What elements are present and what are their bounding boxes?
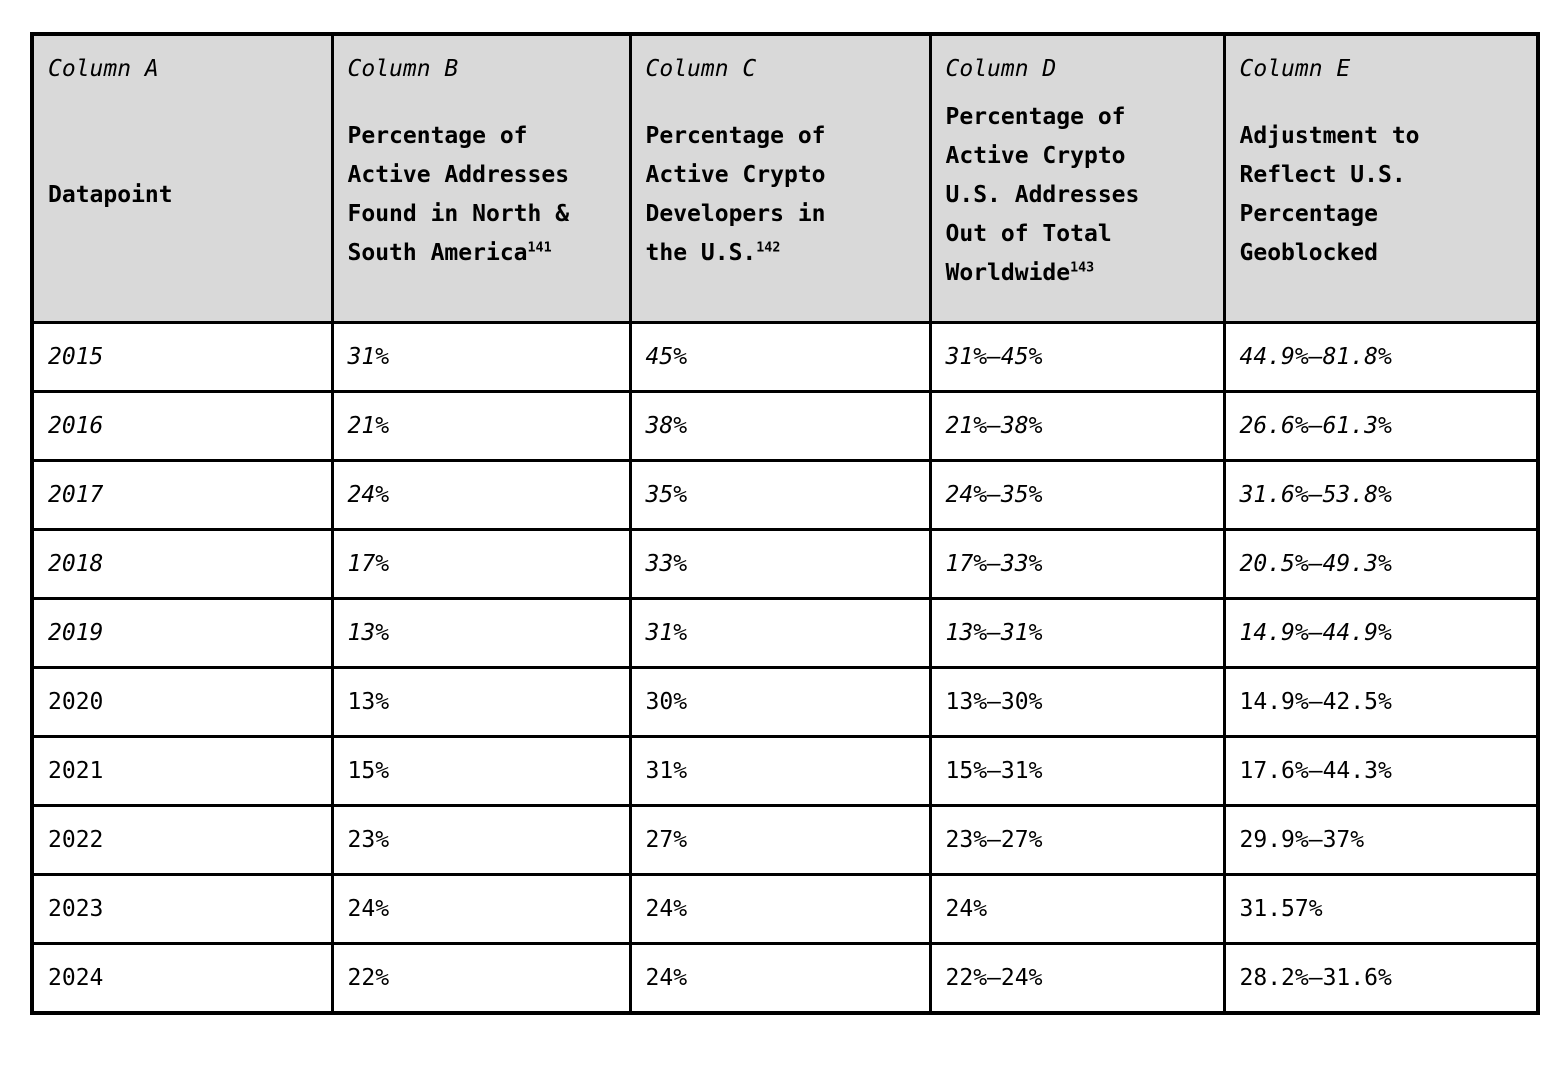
year-cell: 2022 <box>30 804 334 876</box>
value-cell: 24% <box>330 459 632 531</box>
column-b-label: Column B <box>347 56 459 82</box>
year-cell: 2020 <box>30 666 334 738</box>
column-a-title: Datapoint <box>48 181 173 208</box>
table-header: Column A Datapoint Column B Percentage o… <box>30 32 1540 324</box>
column-c-title: Percentage of Active Crypto Developers i… <box>645 123 826 267</box>
table-row: 2024 22% 24% 22%–24% 28.2%–31.6% <box>30 942 1540 1015</box>
footnote-ref-143: 143 <box>1070 260 1095 276</box>
value-cell: 35% <box>628 459 932 531</box>
year-cell: 2015 <box>30 321 334 393</box>
column-a-label: Column A <box>48 56 159 82</box>
column-d-label: Column D <box>945 56 1057 82</box>
value-cell: 24% <box>628 942 932 1015</box>
value-cell: 23% <box>330 804 632 876</box>
value-cell: 31.6%–53.8% <box>1222 459 1540 531</box>
table-row: 2021 15% 31% 15%–31% 17.6%–44.3% <box>30 735 1540 807</box>
table-row: 2019 13% 31% 13%–31% 14.9%–44.9% <box>30 597 1540 669</box>
value-cell: 21% <box>330 390 632 462</box>
footnote-ref-142: 142 <box>756 240 781 256</box>
header-cell-column-e: Column E Adjustment to Reflect U.S. Perc… <box>1222 32 1540 324</box>
value-cell: 33% <box>628 528 932 600</box>
value-cell: 31% <box>628 597 932 669</box>
header-cell-column-c: Column C Percentage of Active Crypto Dev… <box>628 32 932 324</box>
value-cell: 45% <box>628 321 932 393</box>
table-body: 2015 31% 45% 31%–45% 44.9%–81.8% 2016 21% 38% 21… <box>30 321 1540 1015</box>
value-cell: 24% <box>628 873 932 945</box>
header-cell-column-b: Column B Percentage of Active Addresses … <box>330 32 632 324</box>
value-cell: 17%–33% <box>928 528 1226 600</box>
column-e-title: Adjustment to Reflect U.S. Percentage Ge… <box>1239 123 1420 267</box>
value-cell: 15% <box>330 735 632 807</box>
year-cell: 2023 <box>30 873 334 945</box>
value-cell: 14.9%–44.9% <box>1222 597 1540 669</box>
value-cell: 20.5%–49.3% <box>1222 528 1540 600</box>
value-cell: 27% <box>628 804 932 876</box>
value-cell: 13% <box>330 666 632 738</box>
value-cell: 13% <box>330 597 632 669</box>
data-table: Column A Datapoint Column B Percentage o… <box>30 32 1540 1015</box>
value-cell: 28.2%–31.6% <box>1222 942 1540 1015</box>
value-cell: 26.6%–61.3% <box>1222 390 1540 462</box>
value-cell: 44.9%–81.8% <box>1222 321 1540 393</box>
footnote-ref-141: 141 <box>527 240 552 256</box>
year-cell: 2019 <box>30 597 334 669</box>
year-cell: 2018 <box>30 528 334 600</box>
value-cell: 13%–31% <box>928 597 1226 669</box>
value-cell: 24% <box>928 873 1226 945</box>
column-e-label: Column E <box>1239 56 1351 82</box>
column-b-title: Percentage of Active Addresses Found in … <box>347 123 570 267</box>
value-cell: 29.9%–37% <box>1222 804 1540 876</box>
value-cell: 15%–31% <box>928 735 1226 807</box>
column-d-title: Percentage of Active Crypto U.S. Address… <box>945 103 1140 286</box>
header-cell-column-d: Column D Percentage of Active Crypto U.S… <box>928 32 1226 324</box>
value-cell: 24% <box>330 873 632 945</box>
value-cell: 14.9%–42.5% <box>1222 666 1540 738</box>
value-cell: 23%–27% <box>928 804 1226 876</box>
header-row: Column A Datapoint Column B Percentage o… <box>30 32 1540 324</box>
value-cell: 38% <box>628 390 932 462</box>
value-cell: 24%–35% <box>928 459 1226 531</box>
header-cell-column-a: Column A Datapoint <box>30 32 334 324</box>
table-row: 2023 24% 24% 24% 31.57% <box>30 873 1540 945</box>
year-cell: 2024 <box>30 942 334 1015</box>
value-cell: 31%–45% <box>928 321 1226 393</box>
value-cell: 31% <box>628 735 932 807</box>
value-cell: 31% <box>330 321 632 393</box>
year-cell: 2016 <box>30 390 334 462</box>
value-cell: 21%–38% <box>928 390 1226 462</box>
table-row: 2016 21% 38% 21%–38% 26.6%–61.3% <box>30 390 1540 462</box>
table-row: 2020 13% 30% 13%–30% 14.9%–42.5% <box>30 666 1540 738</box>
table-row: 2017 24% 35% 24%–35% 31.6%–53.8% <box>30 459 1540 531</box>
value-cell: 22% <box>330 942 632 1015</box>
table-row: 2018 17% 33% 17%–33% 20.5%–49.3% <box>30 528 1540 600</box>
value-cell: 22%–24% <box>928 942 1226 1015</box>
value-cell: 17% <box>330 528 632 600</box>
column-c-label: Column C <box>645 56 757 82</box>
value-cell: 13%–30% <box>928 666 1226 738</box>
value-cell: 31.57% <box>1222 873 1540 945</box>
value-cell: 17.6%–44.3% <box>1222 735 1540 807</box>
value-cell: 30% <box>628 666 932 738</box>
year-cell: 2017 <box>30 459 334 531</box>
table-row: 2022 23% 27% 23%–27% 29.9%–37% <box>30 804 1540 876</box>
year-cell: 2021 <box>30 735 334 807</box>
table-row: 2015 31% 45% 31%–45% 44.9%–81.8% <box>30 321 1540 393</box>
